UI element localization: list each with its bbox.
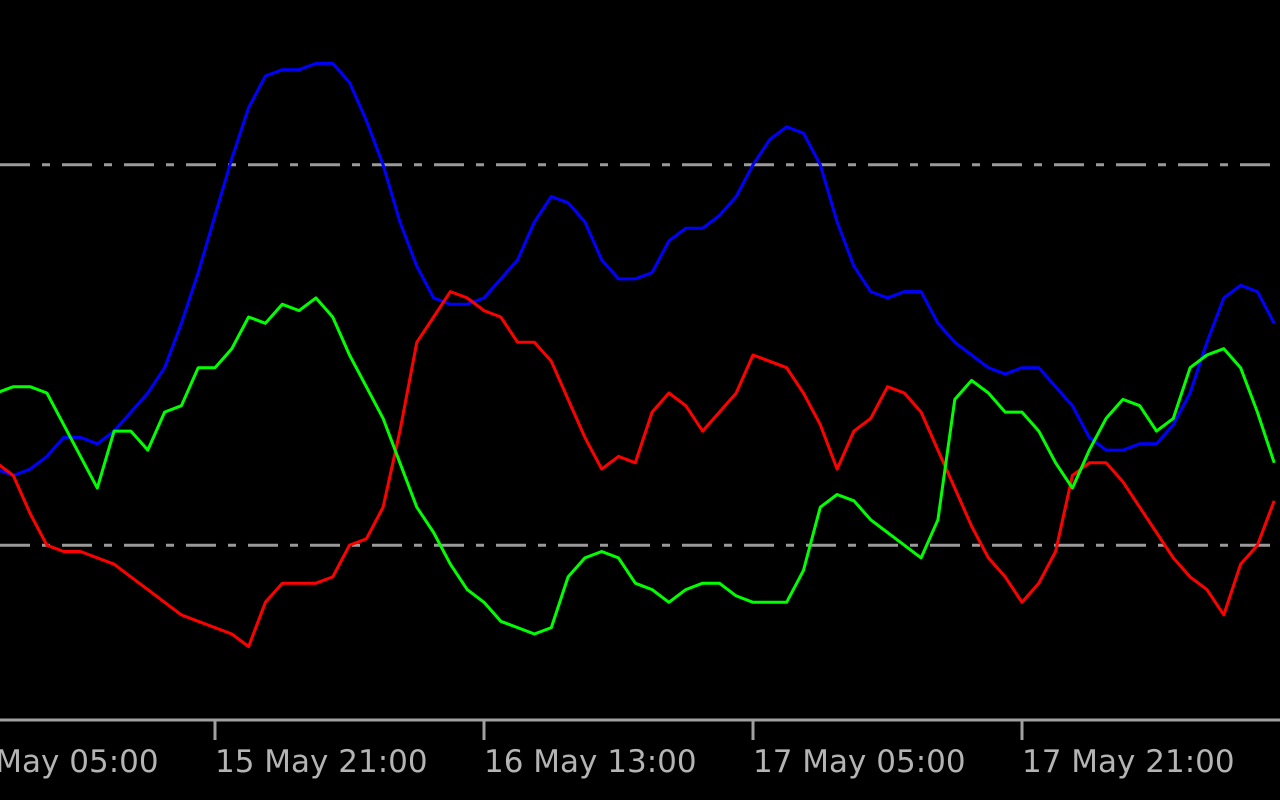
series-line xyxy=(0,290,1276,649)
x-tick-label: 15 May 05:00 xyxy=(0,744,159,780)
x-tick-label: 15 May 21:00 xyxy=(215,744,428,780)
x-tick-label: 17 May 05:00 xyxy=(753,744,966,780)
series-line xyxy=(0,296,1276,636)
series-line xyxy=(0,61,1276,477)
x-tick-label: 16 May 13:00 xyxy=(484,744,697,780)
x-tick-label: 17 May 21:00 xyxy=(1022,744,1235,780)
